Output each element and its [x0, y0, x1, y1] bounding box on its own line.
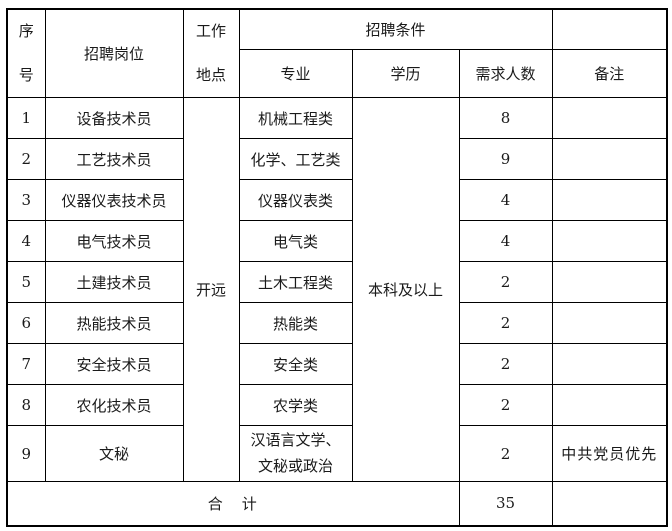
cell-serial: 9	[6, 425, 46, 482]
cell-serial: 8	[6, 384, 46, 426]
total-row: 合 计 35	[6, 481, 668, 526]
header-remarks: 备注	[551, 49, 668, 98]
table-row: 5 土建技术员 土木工程类 2	[6, 261, 668, 303]
cell-headcount: 9	[458, 138, 553, 180]
cell-remark	[551, 220, 668, 262]
table-row: 7 安全技术员 安全类 2	[6, 343, 668, 385]
table-row: 9 文秘 汉语言文学、 文秘或政治 2 中共党员优先	[6, 425, 668, 482]
cell-position: 土建技术员	[44, 261, 184, 303]
cell-remark: 中共党员优先	[551, 425, 668, 482]
cell-remark	[551, 97, 668, 139]
cell-headcount: 2	[458, 302, 553, 344]
cell-position: 热能技术员	[44, 302, 184, 344]
cell-major: 仪器仪表类	[238, 179, 353, 221]
cell-major: 汉语言文学、 文秘或政治	[238, 425, 353, 482]
cell-position: 电气技术员	[44, 220, 184, 262]
table-row: 6 热能技术员 热能类 2	[6, 302, 668, 344]
cell-headcount: 2	[458, 425, 553, 482]
header-major: 专业	[238, 49, 353, 98]
header-serial-number: 序 号	[6, 8, 46, 98]
cell-serial: 6	[6, 302, 46, 344]
total-headcount: 35	[458, 481, 553, 526]
cell-major: 农学类	[238, 384, 353, 426]
cell-remark	[551, 138, 668, 180]
cell-headcount: 8	[458, 97, 553, 139]
header-education: 学历	[351, 49, 460, 98]
cell-serial: 3	[6, 179, 46, 221]
cell-serial: 5	[6, 261, 46, 303]
cell-education-merged: 本科及以上	[351, 97, 460, 482]
table-row: 2 工艺技术员 化学、工艺类 9	[6, 138, 668, 180]
cell-headcount: 2	[458, 384, 553, 426]
header-empty-cell	[551, 8, 668, 51]
cell-serial: 2	[6, 138, 46, 180]
cell-position: 安全技术员	[44, 343, 184, 385]
cell-major: 机械工程类	[238, 97, 353, 139]
table-row: 4 电气技术员 电气类 4	[6, 220, 668, 262]
table-row: 8 农化技术员 农学类 2	[6, 384, 668, 426]
cell-major: 电气类	[238, 220, 353, 262]
cell-position: 工艺技术员	[44, 138, 184, 180]
cell-position: 文秘	[44, 425, 184, 482]
cell-headcount: 4	[458, 220, 553, 262]
cell-position: 设备技术员	[44, 97, 184, 139]
header-position: 招聘岗位	[44, 8, 184, 98]
cell-remark	[551, 302, 668, 344]
cell-major: 土木工程类	[238, 261, 353, 303]
cell-position: 仪器仪表技术员	[44, 179, 184, 221]
cell-remark	[551, 343, 668, 385]
cell-major: 热能类	[238, 302, 353, 344]
header-work-location: 工作 地点	[182, 8, 240, 98]
cell-remark	[551, 261, 668, 303]
cell-remark	[551, 179, 668, 221]
cell-serial: 1	[6, 97, 46, 139]
total-label: 合 计	[6, 481, 460, 526]
recruitment-table: 序 号 招聘岗位 工作 地点 招聘条件 专业 学历 需求人数 备注 1 设备技术…	[6, 8, 668, 527]
cell-serial: 4	[6, 220, 46, 262]
header-headcount: 需求人数	[458, 49, 553, 98]
cell-major: 安全类	[238, 343, 353, 385]
cell-remark	[551, 384, 668, 426]
table-row: 3 仪器仪表技术员 仪器仪表类 4	[6, 179, 668, 221]
cell-headcount: 4	[458, 179, 553, 221]
table-row: 1 设备技术员 开远 机械工程类 本科及以上 8	[6, 97, 668, 482]
cell-serial: 7	[6, 343, 46, 385]
cell-headcount: 2	[458, 343, 553, 385]
total-remark	[551, 481, 668, 526]
cell-major: 化学、工艺类	[238, 138, 353, 180]
cell-position: 农化技术员	[44, 384, 184, 426]
cell-headcount: 2	[458, 261, 553, 303]
cell-work-location-merged: 开远	[182, 97, 240, 482]
header-recruit-conditions: 招聘条件	[238, 8, 553, 51]
